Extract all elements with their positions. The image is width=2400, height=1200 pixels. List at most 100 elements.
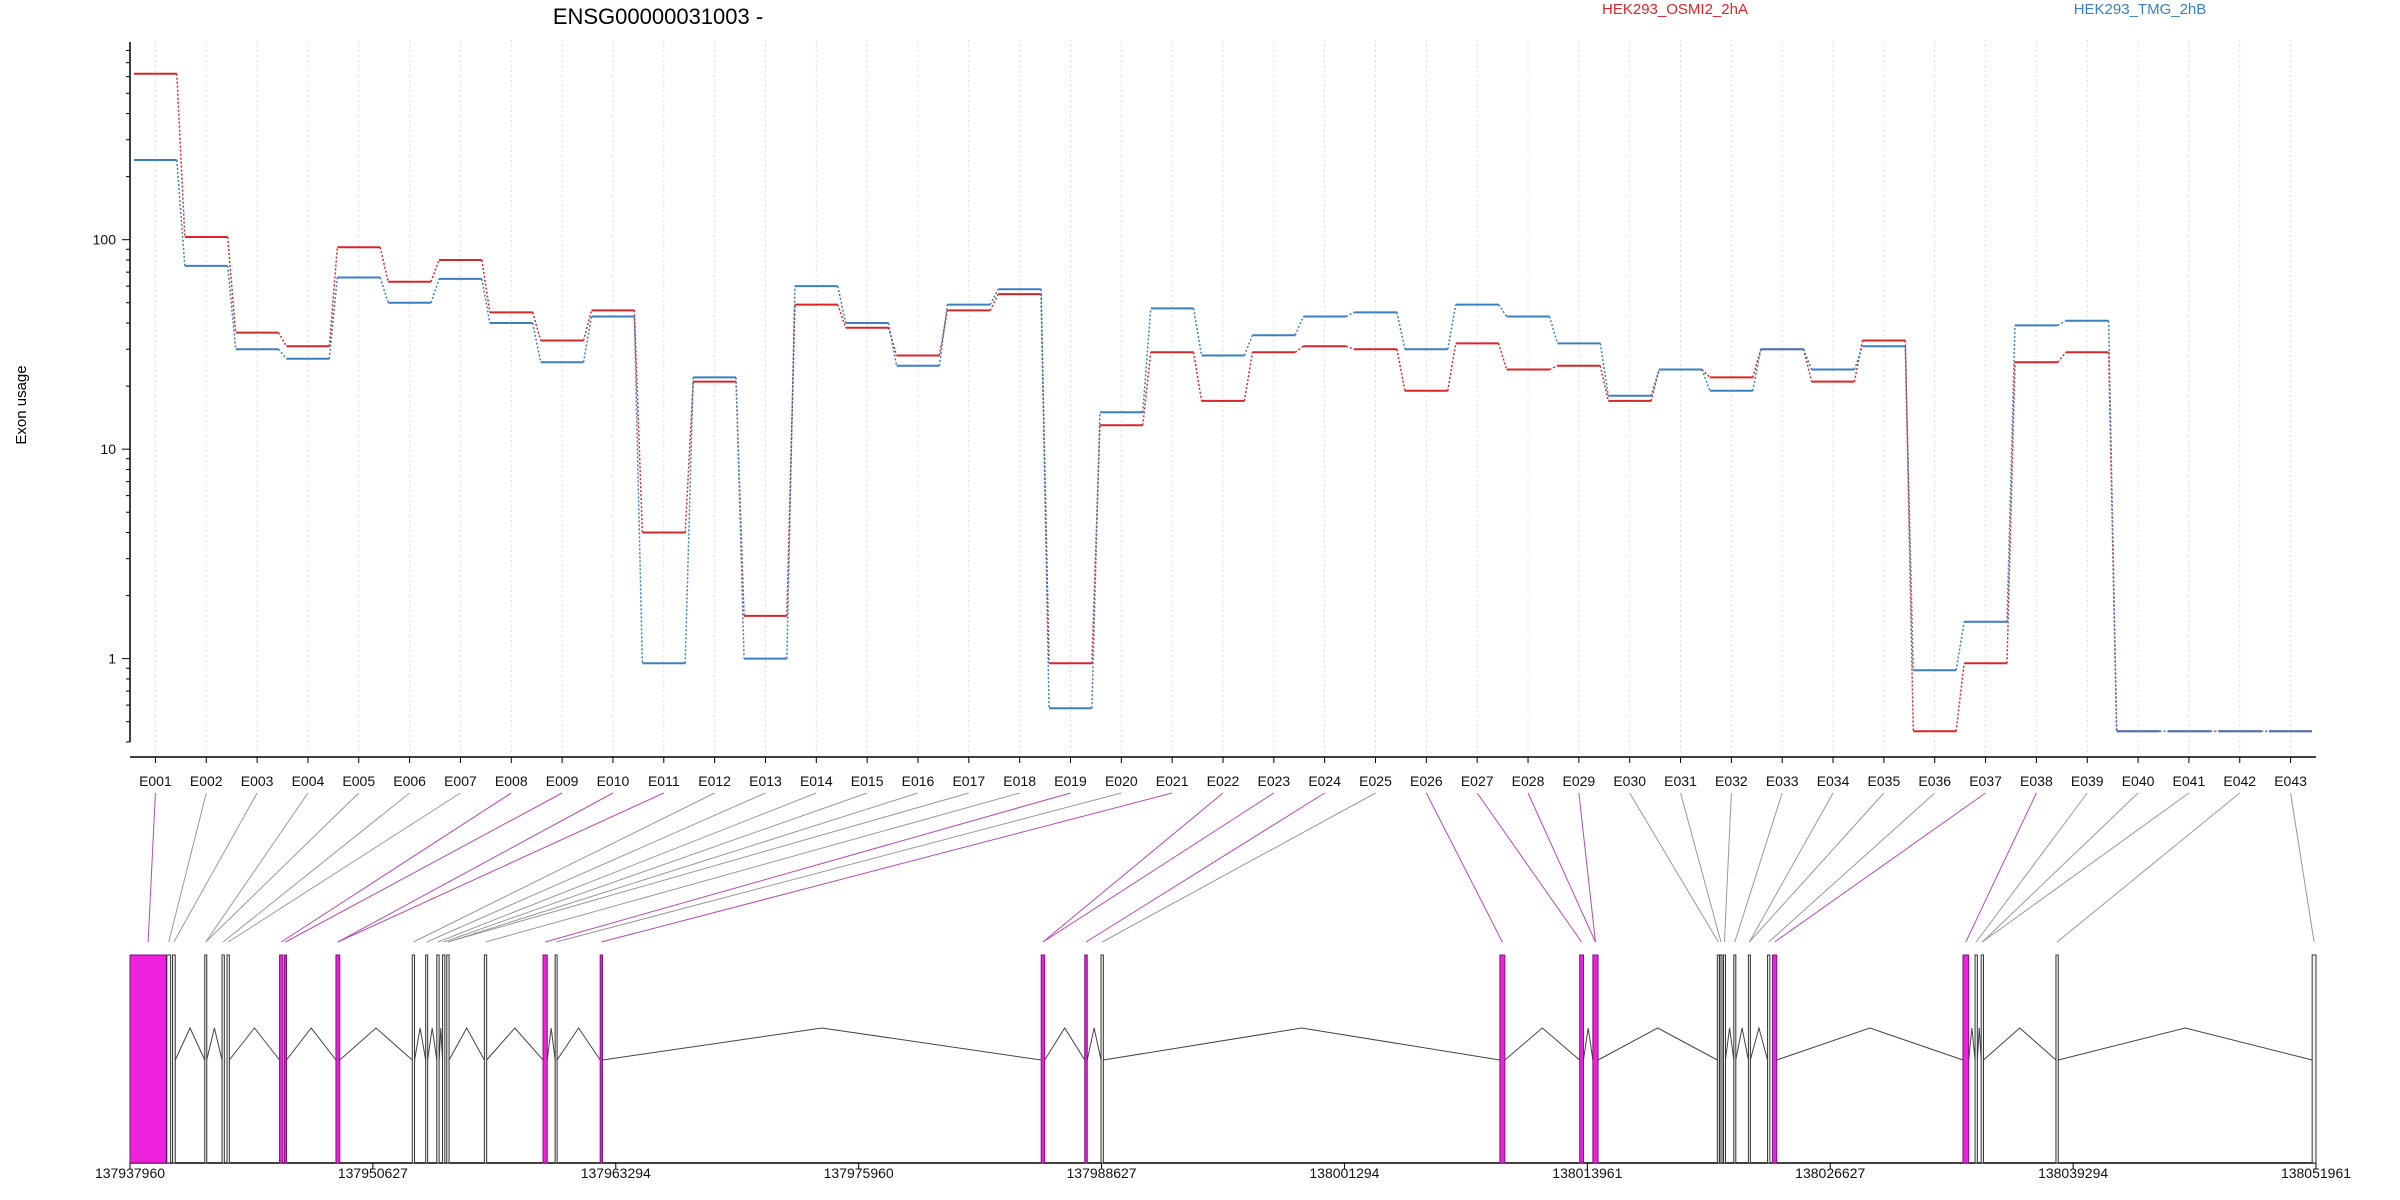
- series-connector: [328, 247, 339, 347]
- intron-line: [2058, 1027, 2313, 1061]
- genome-tick-label: 137950627: [338, 1165, 408, 1181]
- exon-block: [425, 954, 429, 1164]
- series-connector: [1345, 345, 1355, 350]
- series-connector: [430, 259, 440, 282]
- exon-connector-line: [337, 792, 664, 943]
- exon-connector-line: [168, 792, 207, 943]
- series-connector: [1141, 352, 1152, 426]
- exon-block: [1962, 954, 1970, 1164]
- exon-connector-line: [1425, 792, 1503, 943]
- exon-block: [542, 954, 548, 1164]
- exon-block: [2311, 954, 2317, 1164]
- legend-entry-tmg: HEK293_TMG_2hB: [2074, 1, 2207, 18]
- series-connector: [989, 288, 999, 305]
- exon-connector-line: [545, 792, 1071, 943]
- exon-connector-line: [1476, 792, 1582, 943]
- exon-connector-line: [1042, 792, 1224, 943]
- x-tick-label: E015: [851, 773, 884, 789]
- series-connector: [226, 265, 237, 350]
- exon-connector-line: [1965, 792, 2037, 943]
- exon-connector-line: [1042, 792, 1275, 943]
- intron-line: [174, 1026, 206, 1061]
- series-connector: [481, 278, 491, 324]
- exon-connector-line: [1578, 792, 1596, 943]
- x-tick-label: E002: [190, 773, 223, 789]
- series-connector: [1904, 346, 1915, 671]
- intron-line: [1582, 1027, 1594, 1061]
- exon-block: [1974, 954, 1978, 1164]
- series-connector: [1549, 365, 1558, 371]
- series-connector: [1904, 340, 1915, 732]
- exon-connector-line: [227, 792, 461, 943]
- exon-block: [554, 954, 558, 1164]
- exon-connector-line: [555, 792, 1122, 943]
- x-tick-label: E035: [1868, 773, 1901, 789]
- x-tick-label: E041: [2173, 773, 2206, 789]
- x-tick-label: E012: [698, 773, 731, 789]
- exon-connector-line: [447, 792, 969, 943]
- x-tick-label: E011: [648, 773, 680, 789]
- exon-connector-line: [1768, 792, 1936, 943]
- x-tick-label: E009: [546, 773, 579, 789]
- x-tick-label: E039: [2071, 773, 2104, 789]
- exon-block: [2055, 954, 2059, 1164]
- gene-model: 137937960 137950627 137963294 137975960 1379…: [95, 954, 2351, 1181]
- x-tick-label: E033: [1766, 773, 1799, 789]
- exon-connector-line: [205, 792, 360, 943]
- series-connector: [786, 286, 796, 659]
- series-connector: [226, 236, 237, 333]
- series-connector: [2057, 351, 2067, 363]
- series-connector: [1497, 304, 1508, 317]
- series-connector: [633, 316, 644, 664]
- genome-tick-label: 138039294: [2038, 1165, 2108, 1181]
- exon-connector-line: [1774, 792, 1986, 943]
- chart-text: ENSG00000031003 - HEK293_OSMI2_2hA HEK29…: [13, 1, 2206, 445]
- exon-connector-line: [1085, 792, 1325, 943]
- intron-line: [546, 1027, 556, 1061]
- exon-connectors: [147, 792, 2315, 943]
- exon-block: [204, 954, 208, 1164]
- exon-connector-line: [147, 792, 156, 943]
- series-connector: [989, 293, 999, 311]
- series-connector: [328, 277, 339, 359]
- series-connector: [1396, 349, 1406, 391]
- exon-connector-line: [173, 792, 258, 943]
- x-tick-label: E024: [1308, 773, 1341, 789]
- genome-tick-label: 138013961: [1552, 1165, 1622, 1181]
- x-tick-label: E007: [444, 773, 477, 789]
- exon-connector-line: [281, 792, 512, 943]
- intron-line: [486, 1027, 544, 1061]
- legend-entry-osmi2: HEK293_OSMI2_2hA: [1602, 1, 1748, 18]
- x-tick-label: E006: [393, 773, 426, 789]
- genome-tick-label: 137975960: [824, 1165, 894, 1181]
- exon-block: [1579, 954, 1584, 1164]
- series-connector: [582, 310, 593, 341]
- series-connector: [277, 332, 288, 347]
- x-tick-label: E021: [1156, 773, 1189, 789]
- exon-block: [335, 954, 341, 1164]
- series-connector: [1294, 316, 1304, 336]
- exon-connector-line: [1981, 792, 2139, 943]
- series-connector: [1955, 621, 1965, 671]
- series-connector: [735, 377, 745, 659]
- series-connector: [1192, 352, 1203, 402]
- intron-line: [448, 1026, 485, 1061]
- series-lines: [134, 72, 2312, 733]
- x-tick-label: E010: [597, 773, 630, 789]
- series-connector: [1447, 304, 1457, 350]
- exon-connector-line: [413, 792, 715, 943]
- x-tick-label: E029: [1563, 773, 1596, 789]
- y-tick-label: 10: [100, 441, 116, 457]
- intron-line: [556, 1027, 601, 1061]
- exon-block: [483, 954, 488, 1164]
- exon-block: [1716, 954, 1720, 1164]
- series-connector: [176, 159, 186, 266]
- intron-line: [1968, 1027, 1976, 1061]
- series-connector: [1091, 425, 1101, 664]
- exon-connector-line: [337, 792, 614, 943]
- exon-connector-line: [285, 792, 563, 943]
- series-connector: [1853, 340, 1864, 382]
- exon-connector-line: [1975, 792, 2088, 943]
- x-tick-label: E018: [1003, 773, 1036, 789]
- exon-connector-line: [1748, 792, 1834, 943]
